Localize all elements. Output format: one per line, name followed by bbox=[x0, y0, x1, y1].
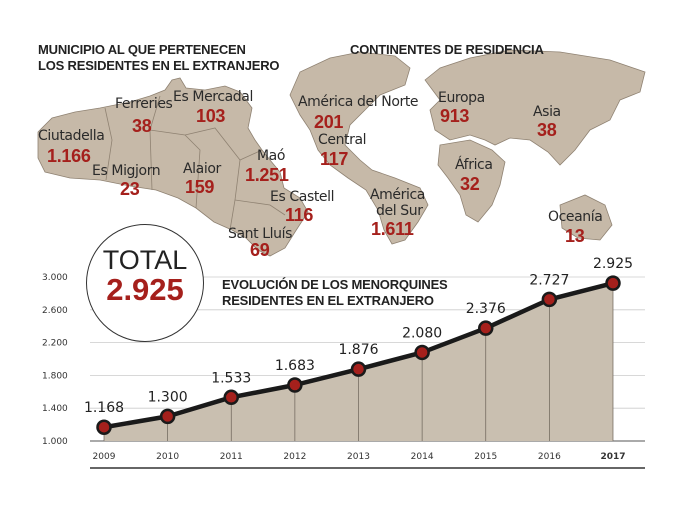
municipal-borders bbox=[104, 95, 286, 231]
data-label: 1.300 bbox=[148, 389, 188, 405]
data-label: 2.925 bbox=[593, 256, 633, 272]
data-point bbox=[478, 320, 494, 336]
data-point bbox=[159, 408, 176, 425]
continente-value-central: 117 bbox=[320, 149, 349, 169]
municipio-title-line2: LOS RESIDENTES EN EL EXTRANJERO bbox=[38, 58, 280, 73]
continente-name-asia: Asia bbox=[533, 104, 561, 120]
municipio-title-line1: MUNICIPIO AL QUE PERTENECEN bbox=[38, 42, 246, 57]
total-badge: TOTAL 2.925 bbox=[86, 224, 204, 342]
data-point bbox=[287, 377, 303, 393]
evolucion-title-line1: EVOLUCIÓN DE LOS MENORQUINES bbox=[222, 277, 448, 292]
continente-value-asia: 38 bbox=[537, 120, 557, 140]
municipio-name-mao: Maó bbox=[257, 148, 286, 164]
continente-value-america-sur: 1.611 bbox=[371, 219, 414, 239]
y-tick-label: 1.000 bbox=[42, 437, 68, 447]
data-label: 2.080 bbox=[402, 325, 442, 341]
data-point bbox=[96, 419, 112, 435]
municipio-value-es-migjorn: 23 bbox=[120, 179, 140, 199]
x-tick-label: 2011 bbox=[220, 452, 243, 462]
total-label: TOTAL bbox=[102, 245, 188, 275]
municipio-value-mao: 1.251 bbox=[245, 165, 289, 185]
data-label: 1.533 bbox=[211, 370, 251, 386]
municipio-title: MUNICIPIO AL QUE PERTENECEN LOS RESIDENT… bbox=[38, 42, 280, 74]
y-tick-label: 2.200 bbox=[42, 339, 68, 349]
data-point bbox=[541, 291, 558, 308]
municipio-name-sant-lluis: Sant Lluís bbox=[228, 226, 293, 242]
x-tick-label: 2014 bbox=[411, 452, 434, 462]
municipio-value-es-mercadal: 103 bbox=[196, 106, 226, 126]
continente-value-europa: 913 bbox=[440, 106, 470, 126]
municipio-name-alaior: Alaior bbox=[183, 161, 221, 177]
municipio-name-ciutadella: Ciutadella bbox=[38, 128, 105, 144]
municipio-value-alaior: 159 bbox=[185, 177, 215, 197]
world-map bbox=[289, 49, 646, 245]
menorca-map bbox=[37, 77, 309, 257]
municipio-name-ferreries: Ferreries bbox=[115, 96, 173, 112]
y-tick-label: 1.800 bbox=[42, 371, 68, 381]
y-tick-label: 2.600 bbox=[42, 306, 68, 316]
continentes-title: CONTINENTES DE RESIDENCIA bbox=[350, 42, 544, 57]
continente-name-america-sur-2: del Sur bbox=[376, 203, 423, 219]
data-label: 2.727 bbox=[529, 272, 569, 288]
municipio-name-es-migjorn: Es Migjorn bbox=[92, 163, 161, 179]
x-tick-label: 2015 bbox=[474, 452, 497, 462]
continente-value-africa: 32 bbox=[460, 174, 480, 194]
continente-name-africa: África bbox=[455, 157, 493, 173]
continente-name-america-sur-1: América bbox=[370, 187, 425, 203]
continente-name-europa: Europa bbox=[438, 90, 485, 106]
x-tick-label: 2012 bbox=[283, 452, 306, 462]
data-point bbox=[350, 361, 367, 377]
municipio-name-es-mercadal: Es Mercadal bbox=[173, 89, 253, 105]
municipio-value-sant-lluis: 69 bbox=[250, 240, 270, 260]
x-tick-label: 2016 bbox=[538, 452, 561, 462]
y-tick-label: 1.400 bbox=[42, 404, 68, 414]
data-label: 1.876 bbox=[338, 342, 378, 358]
data-point bbox=[605, 275, 621, 291]
total-value: 2.925 bbox=[106, 272, 184, 307]
x-tick-label: 2017 bbox=[600, 452, 625, 462]
continente-name-america-norte: América del Norte bbox=[298, 94, 419, 110]
continente-value-america-norte: 201 bbox=[314, 112, 344, 132]
x-tick-label: 2013 bbox=[347, 452, 370, 462]
data-label: 1.168 bbox=[84, 400, 124, 416]
x-tick-label: 2009 bbox=[93, 452, 116, 462]
municipio-value-es-castell: 116 bbox=[285, 205, 314, 225]
evolucion-title: EVOLUCIÓN DE LOS MENORQUINES RESIDENTES … bbox=[222, 277, 448, 309]
data-label: 2.376 bbox=[466, 301, 506, 317]
y-tick-label: 3.000 bbox=[42, 273, 68, 283]
evolucion-title-line2: RESIDENTES EN EL EXTRANJERO bbox=[222, 293, 434, 308]
data-point bbox=[414, 344, 430, 361]
x-tick-label: 2010 bbox=[156, 452, 179, 462]
continente-value-oceania: 13 bbox=[565, 226, 585, 246]
data-label: 1.683 bbox=[275, 358, 315, 374]
continente-name-oceania: Oceanía bbox=[548, 209, 603, 225]
municipio-value-ciutadella: 1.166 bbox=[47, 146, 91, 166]
data-point bbox=[223, 389, 239, 406]
continente-name-central: Central bbox=[318, 132, 367, 148]
municipio-value-ferreries: 38 bbox=[132, 116, 152, 136]
municipio-name-es-castell: Es Castell bbox=[270, 189, 335, 205]
